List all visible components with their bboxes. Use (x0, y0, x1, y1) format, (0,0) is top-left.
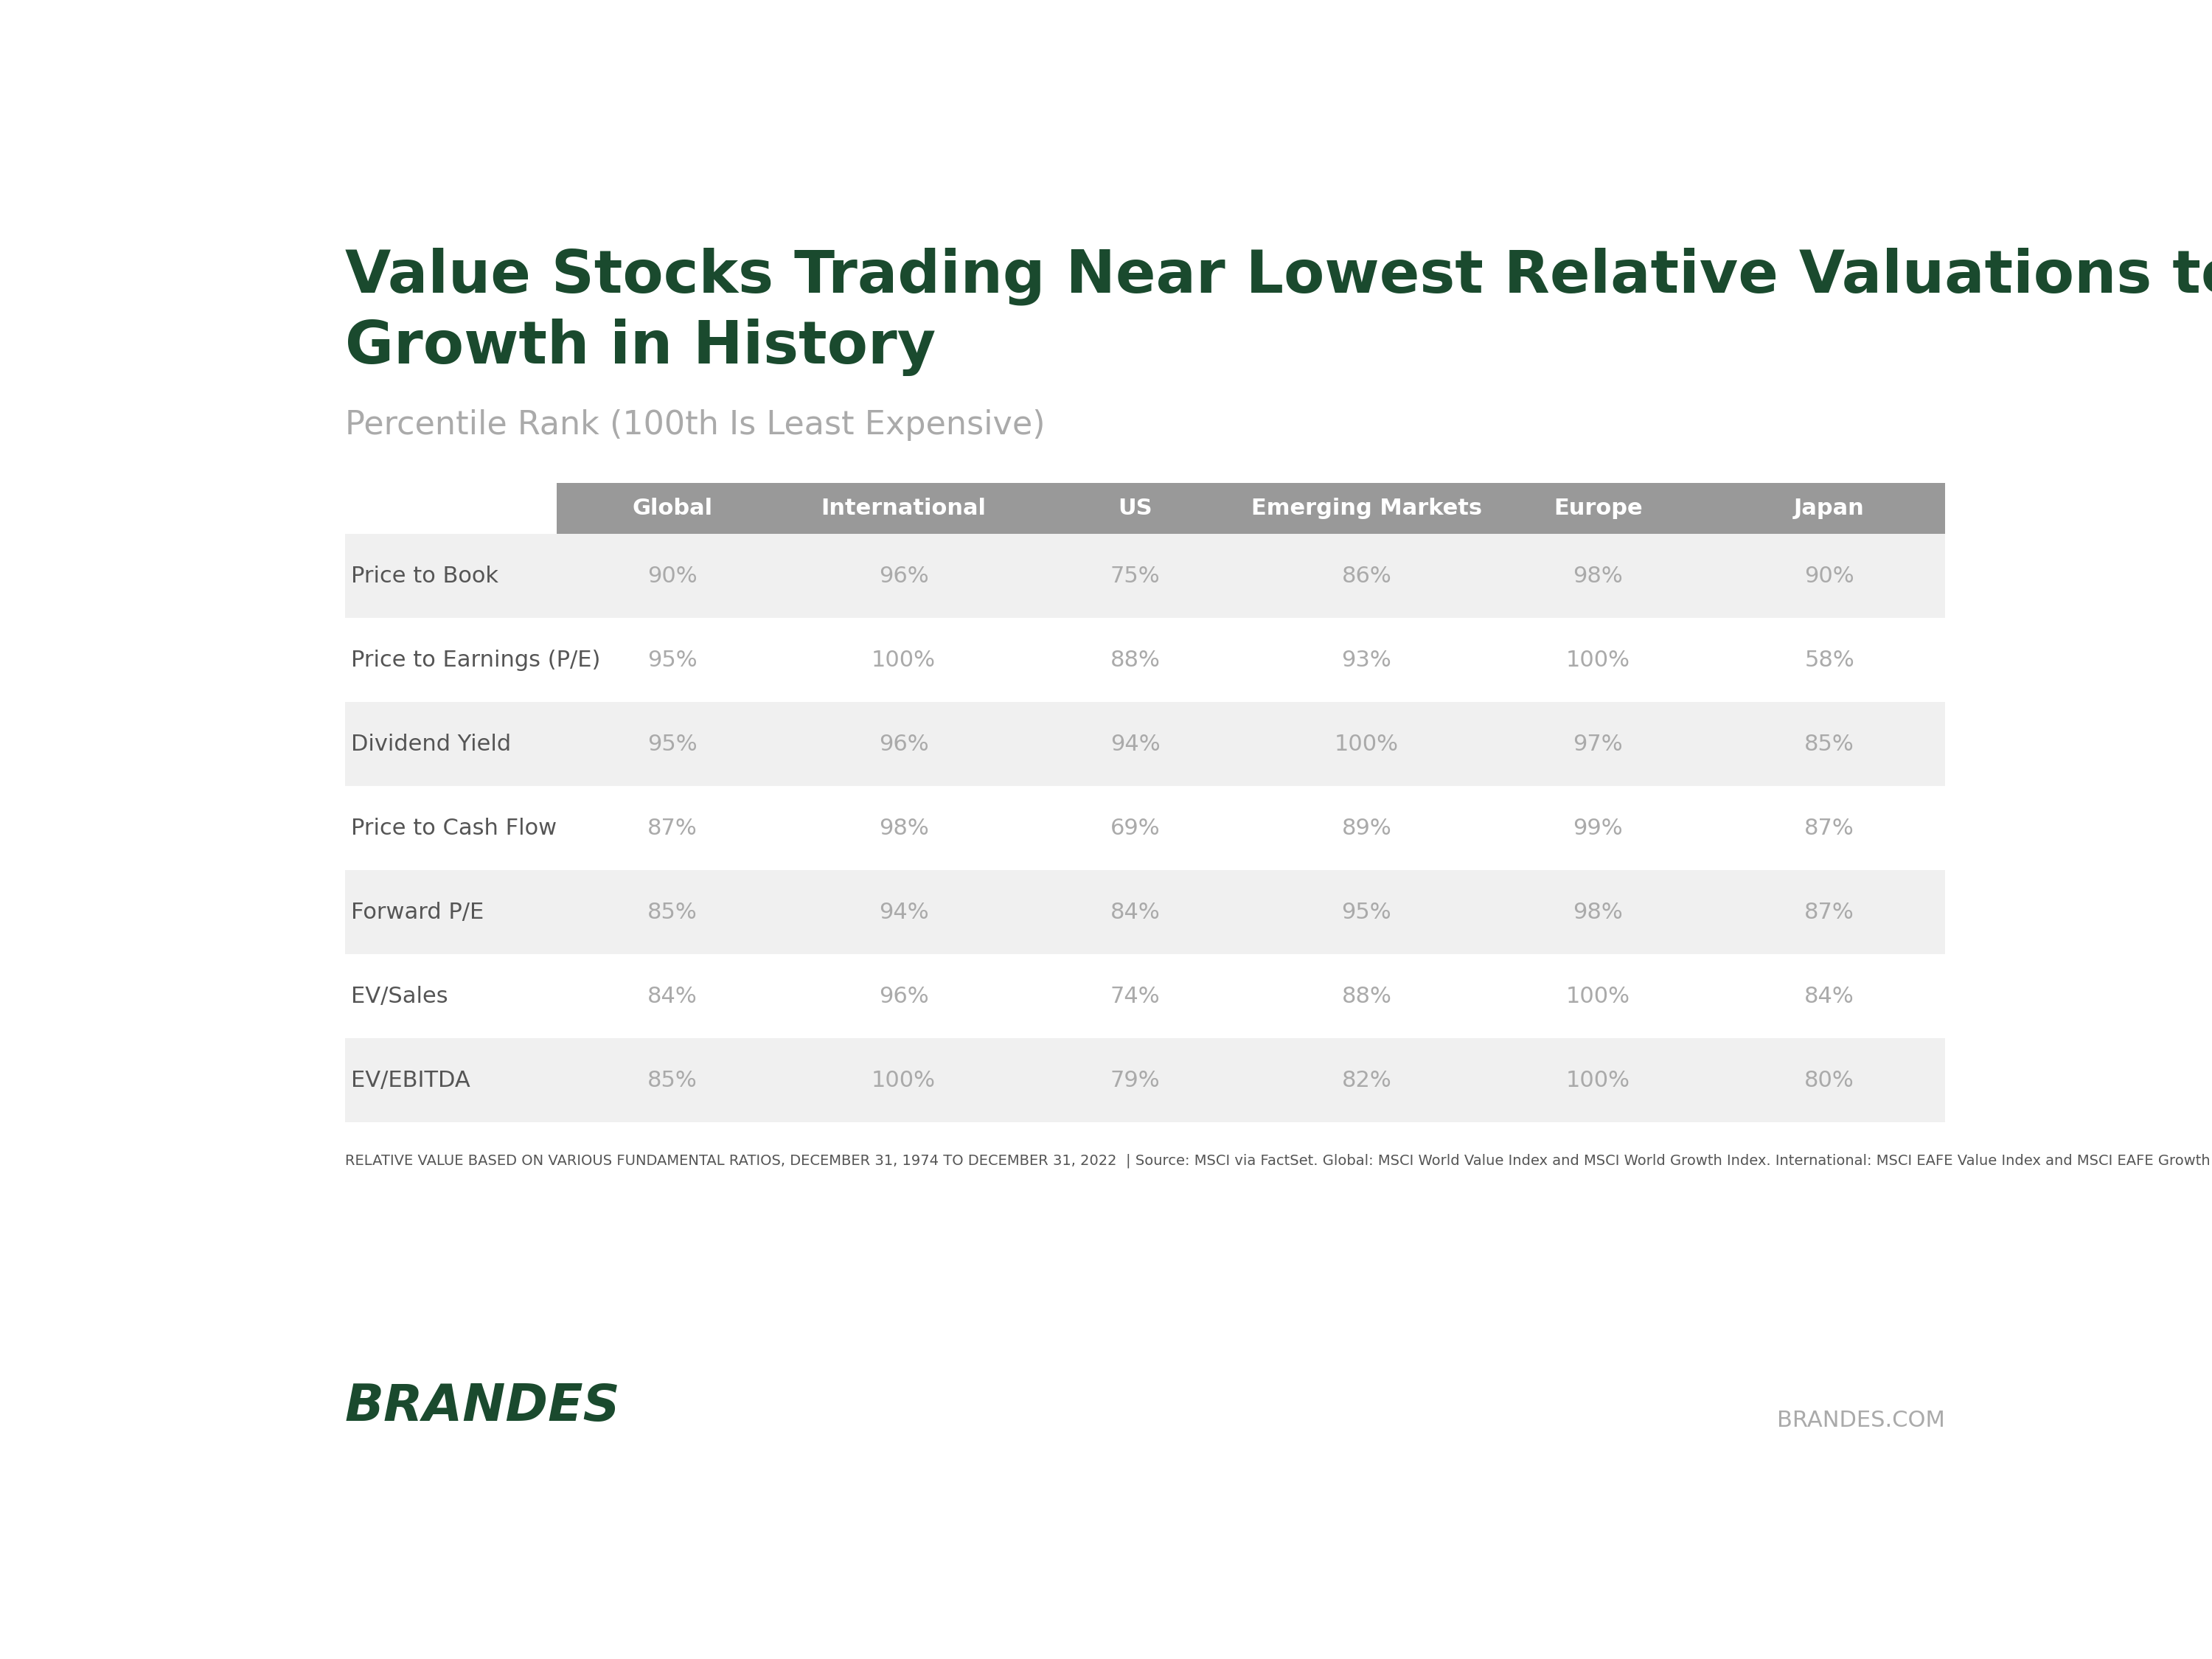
Text: 100%: 100% (872, 649, 936, 670)
Bar (1714, 483, 1944, 534)
Text: Price to Cash Flow: Price to Cash Flow (352, 818, 557, 839)
Text: 88%: 88% (1340, 985, 1391, 1007)
Text: 96%: 96% (878, 566, 929, 587)
Text: Price to Earnings (P/E): Price to Earnings (P/E) (352, 649, 599, 670)
Text: 85%: 85% (648, 1070, 697, 1092)
Text: 90%: 90% (1805, 566, 1854, 587)
Text: 100%: 100% (1334, 733, 1398, 755)
Text: Forward P/E: Forward P/E (352, 901, 484, 922)
Text: Price to Book: Price to Book (352, 566, 498, 587)
Text: BRANDES: BRANDES (345, 1382, 622, 1432)
Bar (345, 619, 1944, 702)
Text: 95%: 95% (1340, 901, 1391, 922)
Text: Global: Global (633, 498, 712, 519)
Text: 87%: 87% (1805, 901, 1854, 922)
Bar (345, 786, 1944, 871)
Text: 87%: 87% (648, 818, 697, 839)
Text: 100%: 100% (1566, 1070, 1630, 1092)
Text: 69%: 69% (1110, 818, 1159, 839)
Text: 90%: 90% (648, 566, 697, 587)
Text: EV/Sales: EV/Sales (352, 985, 447, 1007)
Bar (345, 1039, 1944, 1121)
Text: Japan: Japan (1794, 498, 1865, 519)
Bar (1484, 483, 1712, 534)
Text: 86%: 86% (1340, 566, 1391, 587)
Text: Percentile Rank (100th Is Least Expensive): Percentile Rank (100th Is Least Expensiv… (345, 410, 1044, 441)
Text: EV/EBITDA: EV/EBITDA (352, 1070, 469, 1092)
Text: 95%: 95% (648, 649, 697, 670)
Text: 84%: 84% (1110, 901, 1159, 922)
Text: 84%: 84% (1805, 985, 1854, 1007)
Text: 98%: 98% (1573, 566, 1624, 587)
Text: 97%: 97% (1573, 733, 1624, 755)
Text: 96%: 96% (878, 733, 929, 755)
Text: 94%: 94% (1110, 733, 1159, 755)
Text: 82%: 82% (1340, 1070, 1391, 1092)
Text: 100%: 100% (1566, 649, 1630, 670)
Text: 98%: 98% (878, 818, 929, 839)
Text: 94%: 94% (878, 901, 929, 922)
Bar (557, 483, 1944, 534)
Text: 100%: 100% (872, 1070, 936, 1092)
Text: 75%: 75% (1110, 566, 1159, 587)
Text: Dividend Yield: Dividend Yield (352, 733, 511, 755)
Bar (345, 871, 1944, 954)
Text: 85%: 85% (648, 901, 697, 922)
Bar (345, 702, 1944, 786)
Bar (557, 483, 785, 534)
Text: 85%: 85% (1805, 733, 1854, 755)
Bar (345, 534, 1944, 619)
Text: 88%: 88% (1110, 649, 1159, 670)
Text: 95%: 95% (648, 733, 697, 755)
Text: BRANDES.COM: BRANDES.COM (1776, 1410, 1944, 1432)
Text: 93%: 93% (1340, 649, 1391, 670)
Bar (1022, 483, 1250, 534)
Text: 99%: 99% (1573, 818, 1624, 839)
Text: 79%: 79% (1110, 1070, 1159, 1092)
Text: US: US (1117, 498, 1152, 519)
Bar (345, 954, 1944, 1039)
Text: 100%: 100% (1566, 985, 1630, 1007)
Text: 84%: 84% (648, 985, 697, 1007)
Text: 96%: 96% (878, 985, 929, 1007)
Text: 58%: 58% (1805, 649, 1854, 670)
Text: International: International (821, 498, 987, 519)
Text: RELATIVE VALUE BASED ON VARIOUS FUNDAMENTAL RATIOS, DECEMBER 31, 1974 TO DECEMBE: RELATIVE VALUE BASED ON VARIOUS FUNDAMEN… (345, 1153, 2212, 1168)
Text: 87%: 87% (1805, 818, 1854, 839)
Bar (1252, 483, 1480, 534)
Text: Value Stocks Trading Near Lowest Relative Valuations to: Value Stocks Trading Near Lowest Relativ… (345, 247, 2212, 305)
Text: 80%: 80% (1805, 1070, 1854, 1092)
Text: Emerging Markets: Emerging Markets (1252, 498, 1482, 519)
Text: 89%: 89% (1340, 818, 1391, 839)
Text: Europe: Europe (1553, 498, 1641, 519)
Text: Growth in History: Growth in History (345, 319, 936, 377)
Text: 74%: 74% (1110, 985, 1159, 1007)
Text: 98%: 98% (1573, 901, 1624, 922)
Bar (790, 483, 1018, 534)
